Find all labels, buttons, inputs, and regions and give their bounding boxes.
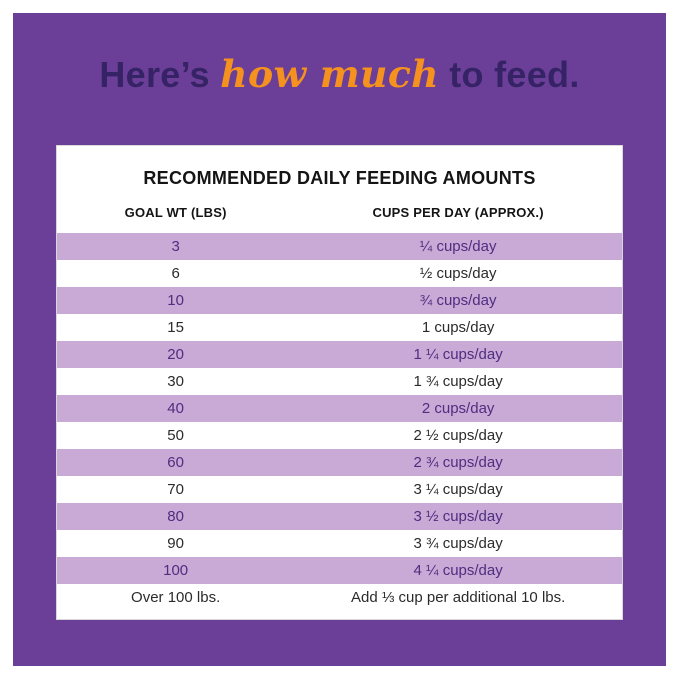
page-title-part2: to feed. <box>438 54 580 95</box>
table-row: 20 1 ¼ cups/day <box>57 341 622 368</box>
goal-weight-cell: 15 <box>167 319 184 336</box>
table-row: 100 4 ¼ cups/day <box>57 557 622 584</box>
cups-per-day-cell: 1 cups/day <box>421 319 495 336</box>
table-row: Over 100 lbs. Add ⅓ cup per additional 10… <box>57 584 622 611</box>
goal-weight-cell: Over 100 lbs. <box>131 589 221 606</box>
page-title-part1: Here’s <box>99 54 221 95</box>
cups-per-day-cell: 2 ½ cups/day <box>413 427 503 444</box>
goal-weight-cell: 40 <box>167 400 184 417</box>
table-title: RECOMMENDED DAILY FEEDING AMOUNTS <box>143 168 536 188</box>
goal-weight-cell: 50 <box>167 427 184 444</box>
cups-per-day-cell: 2 ¾ cups/day <box>413 454 503 471</box>
table-row: 30 1 ¾ cups/day <box>57 368 622 395</box>
column-header-cups-per-day: CUPS PER DAY (APPROX.) <box>372 205 544 220</box>
table-row: 60 2 ¾ cups/day <box>57 449 622 476</box>
table-row: 40 2 cups/day <box>57 395 622 422</box>
cups-per-day-cell: 4 ¼ cups/day <box>413 562 503 579</box>
cups-per-day-cell: ½ cups/day <box>419 265 497 282</box>
table-row: 15 1 cups/day <box>57 314 622 341</box>
cups-per-day-cell: 3 ¼ cups/day <box>413 481 503 498</box>
purple-background: Here’s how much to feed. RECOMMENDED DAI… <box>13 13 666 666</box>
goal-weight-cell: 80 <box>167 508 184 525</box>
page-title: Here’s how much to feed. <box>23 52 656 96</box>
feeding-table-card: RECOMMENDED DAILY FEEDING AMOUNTS GOAL W… <box>56 145 623 620</box>
table-row: 70 3 ¼ cups/day <box>57 476 622 503</box>
column-header-goal-weight: GOAL WT (LBS) <box>124 205 227 220</box>
goal-weight-cell: 10 <box>167 292 184 309</box>
cups-per-day-cell: ¼ cups/day <box>419 238 497 255</box>
goal-weight-cell: 90 <box>167 535 184 552</box>
page-title-highlight: how much <box>220 52 439 96</box>
table-column-headers: GOAL WT (LBS) CUPS PER DAY (APPROX.) <box>57 205 622 220</box>
goal-weight-cell: 20 <box>167 346 184 363</box>
cups-per-day-cell: ¾ cups/day <box>419 292 497 309</box>
table-row: 90 3 ¾ cups/day <box>57 530 622 557</box>
cups-per-day-cell: 1 ¼ cups/day <box>413 346 503 363</box>
goal-weight-cell: 3 <box>171 238 180 255</box>
table-row: 10 ¾ cups/day <box>57 287 622 314</box>
cups-per-day-cell: 1 ¾ cups/day <box>413 373 503 390</box>
table-row: 6 ½ cups/day <box>57 260 622 287</box>
table-row: 3 ¼ cups/day <box>57 233 622 260</box>
cups-per-day-cell: Add ⅓ cup per additional 10 lbs. <box>350 589 566 606</box>
cups-per-day-cell: 3 ½ cups/day <box>413 508 503 525</box>
cups-per-day-cell: 3 ¾ cups/day <box>413 535 503 552</box>
table-body: 3 ¼ cups/day 6 ½ cups/day 10 ¾ cups/day 15 1 cu… <box>57 233 622 611</box>
table-row: 80 3 ½ cups/day <box>57 503 622 530</box>
table-row: 50 2 ½ cups/day <box>57 422 622 449</box>
goal-weight-cell: 60 <box>167 454 184 471</box>
goal-weight-cell: 6 <box>171 265 180 282</box>
goal-weight-cell: 70 <box>167 481 184 498</box>
goal-weight-cell: 30 <box>167 373 184 390</box>
goal-weight-cell: 100 <box>163 562 189 579</box>
cups-per-day-cell: 2 cups/day <box>421 400 495 417</box>
